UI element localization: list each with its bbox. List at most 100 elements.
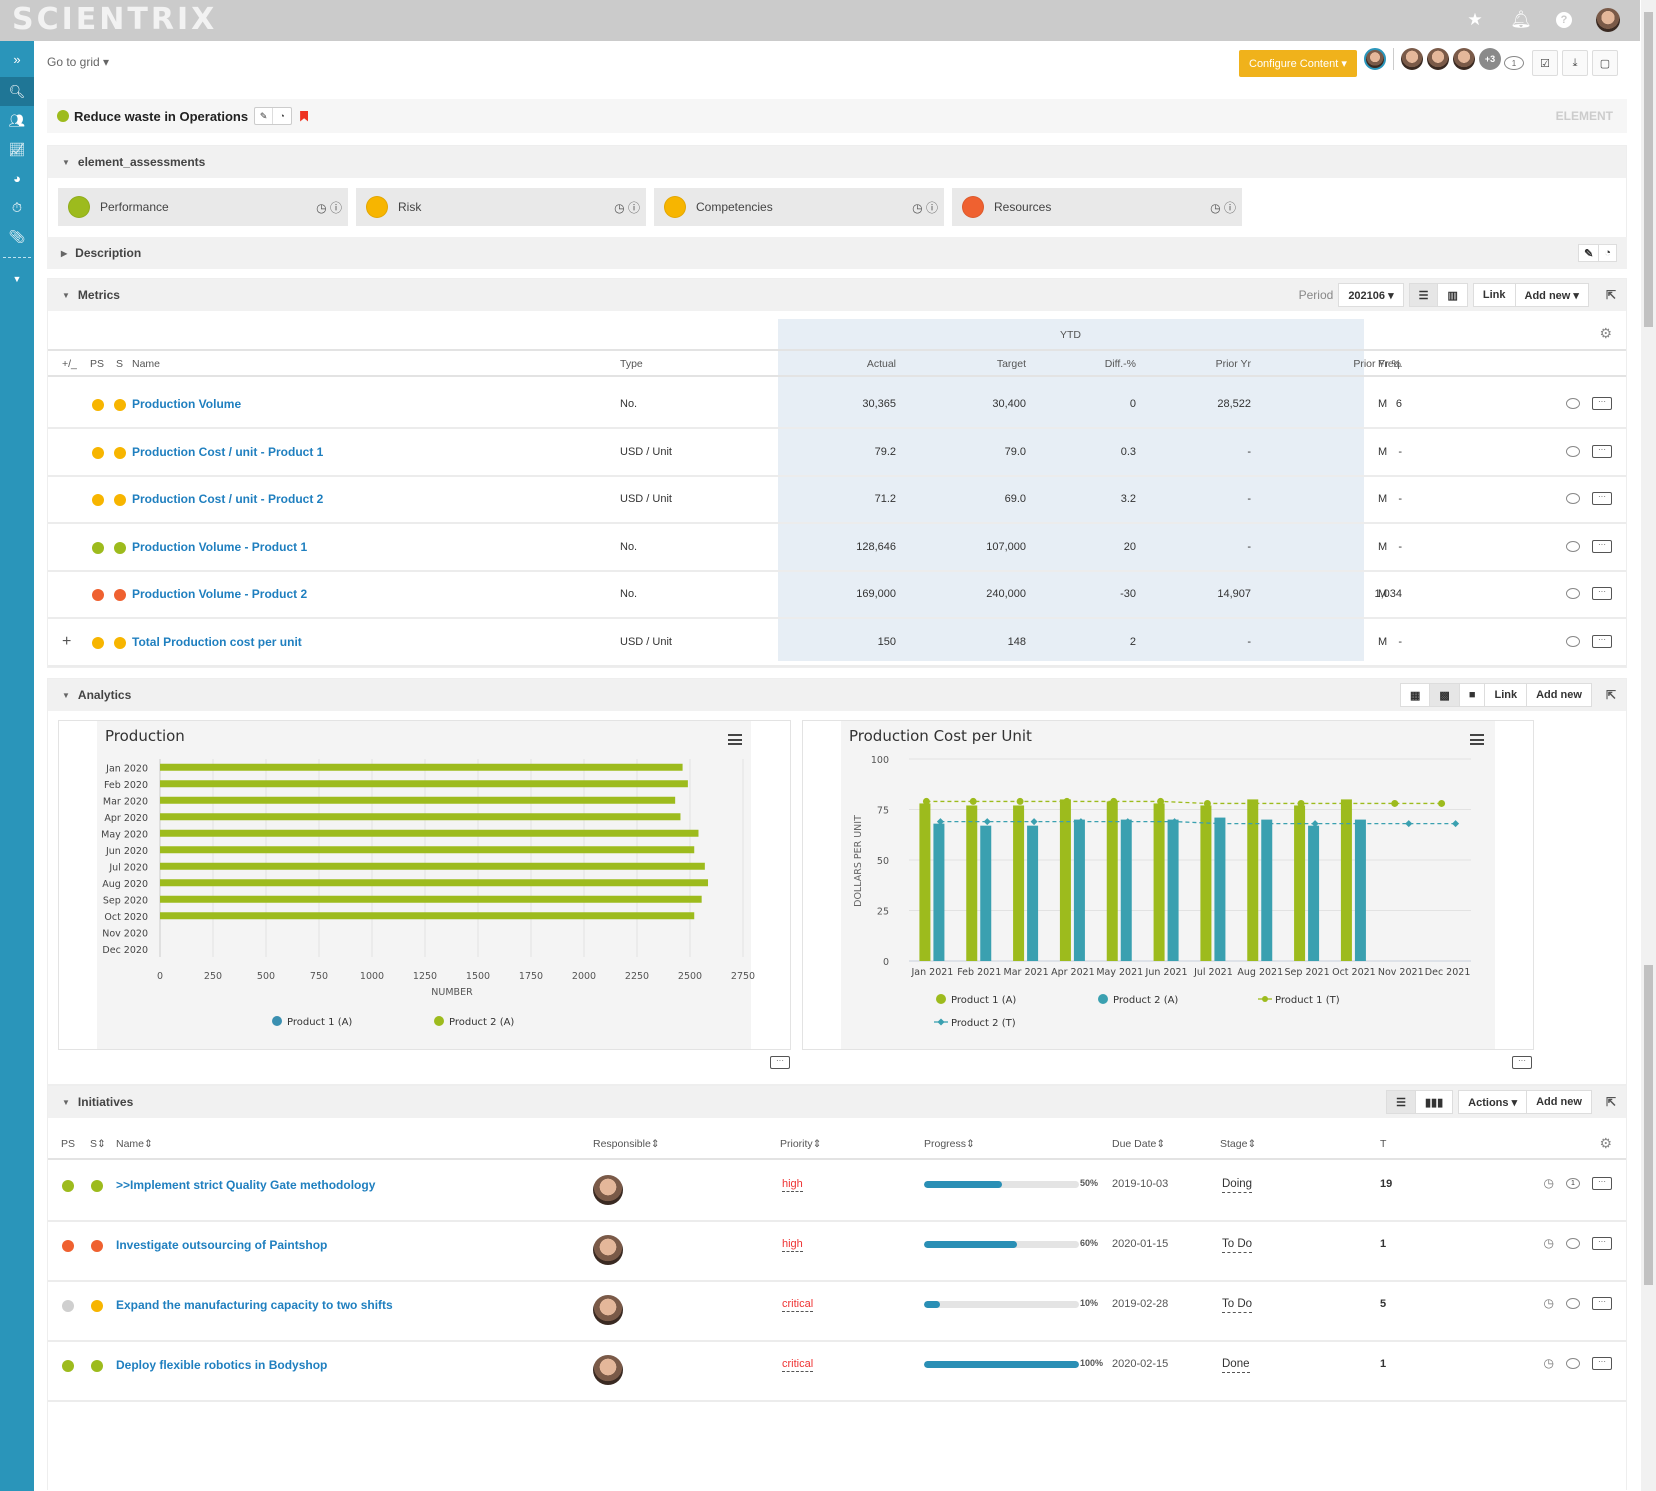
initiative-name-link[interactable]: Expand the manufacturing capacity to two…	[116, 1298, 393, 1312]
stage-value[interactable]: Doing	[1222, 1178, 1253, 1193]
row-more-button[interactable]: ···	[1592, 539, 1612, 553]
checklist-icon[interactable]: ☑	[1532, 50, 1558, 76]
name-column-header[interactable]: Name⇕	[116, 1138, 153, 1150]
metric-name-link[interactable]: Production Cost / unit - Product 2	[132, 492, 324, 506]
row-more-button[interactable]: ···	[1592, 1176, 1612, 1190]
chart-more-button[interactable]: ···	[1512, 1056, 1532, 1069]
comment-icon[interactable]	[1566, 635, 1580, 647]
metrics-add-new-button[interactable]: Add new ▾	[1515, 283, 1589, 307]
analytics-link-button[interactable]: Link	[1485, 683, 1528, 707]
initiatives-header[interactable]: ▼ Initiatives ☰ ▮▮▮ Actions ▾ Add new ⇱	[48, 1086, 1626, 1118]
help-icon[interactable]: ⓘ	[925, 200, 938, 215]
metric-name-link[interactable]: Production Volume - Product 2	[132, 587, 308, 601]
history-icon[interactable]: ◷	[1543, 1296, 1554, 1310]
responsible-avatar[interactable]	[593, 1175, 623, 1205]
grid-1-icon[interactable]: ■	[1459, 683, 1486, 707]
history-icon[interactable]: ◷	[1543, 1356, 1554, 1370]
actions-dropdown[interactable]: Actions ▾	[1458, 1090, 1528, 1114]
bookmark-icon[interactable]	[300, 110, 309, 122]
priority-column-header[interactable]: Priority⇕	[780, 1138, 822, 1150]
edit-description-icon[interactable]: ✎	[1578, 244, 1600, 262]
board-view-icon[interactable]: ▮▮▮	[1416, 1090, 1454, 1114]
comment-icon[interactable]	[1566, 493, 1580, 504]
paperclip-icon[interactable]: 📎︎	[8, 228, 26, 244]
collapse-caret-icon[interactable]: ▼	[62, 290, 70, 300]
pie-chart-icon[interactable]: ◕	[13, 171, 21, 186]
grid-2-icon[interactable]: ▩	[1430, 683, 1460, 707]
responsible-avatar[interactable]	[593, 1235, 623, 1265]
history-icon[interactable]: ◷	[1543, 1176, 1554, 1190]
grid-3-icon[interactable]: ▦	[1400, 683, 1431, 707]
row-more-button[interactable]: ···	[1592, 634, 1612, 648]
comment-icon[interactable]	[1566, 540, 1580, 552]
note-icon[interactable]: ▢	[1592, 50, 1618, 76]
row-more-button[interactable]: ···	[1592, 444, 1612, 458]
stage-value[interactable]: Done	[1222, 1358, 1250, 1373]
chart-menu-icon[interactable]	[728, 734, 742, 745]
row-more-button[interactable]: ···	[1592, 1356, 1612, 1370]
comment-icon[interactable]	[1566, 1237, 1580, 1249]
edit-icon[interactable]: ✎	[255, 108, 274, 124]
column-settings-icon[interactable]: ⚙	[1599, 1135, 1612, 1151]
row-more-button[interactable]: ···	[1592, 397, 1612, 410]
expand-row-icon[interactable]: +	[62, 632, 72, 650]
initiative-name-link[interactable]: Investigate outsourcing of Paintshop	[116, 1238, 328, 1252]
assessments-header[interactable]: ▼ element_assessments	[48, 146, 1626, 178]
open-external-icon[interactable]: ⇱	[1605, 688, 1616, 702]
metric-name-link[interactable]: Production Volume - Product 1	[132, 539, 308, 554]
participant-avatar[interactable]	[1427, 48, 1449, 70]
chart-view-icon[interactable]: ▥	[1438, 283, 1468, 307]
bell-icon[interactable]: 🔔︎	[1510, 10, 1532, 29]
participant-avatar[interactable]	[1453, 48, 1475, 70]
list-view-icon[interactable]: ☰	[1408, 283, 1439, 307]
metrics-link-button[interactable]: Link	[1472, 283, 1516, 307]
description-dashboard-icon[interactable]: ◔	[1599, 244, 1617, 262]
metric-name-link[interactable]: Production Cost / unit - Product 1	[132, 444, 324, 459]
assessment-card[interactable]: Resources ◷ ⓘ	[952, 188, 1242, 226]
comment-icon[interactable]	[1566, 1357, 1580, 1369]
priority-value[interactable]: critical	[782, 1358, 814, 1372]
stage-column-header[interactable]: Stage⇕	[1220, 1138, 1257, 1150]
comment-icon[interactable]: 1	[1566, 1177, 1580, 1189]
comment-icon[interactable]	[1566, 1297, 1580, 1309]
period-select[interactable]: 202106 ▾	[1338, 283, 1404, 307]
go-to-grid-dropdown[interactable]: Go to grid ▾	[47, 55, 110, 69]
app-logo[interactable]: SCIENTRIX	[12, 2, 218, 37]
responsible-column-header[interactable]: Responsible⇕	[593, 1138, 660, 1150]
list-view-icon[interactable]: ☰	[1386, 1090, 1416, 1114]
open-external-icon[interactable]: ⇱	[1605, 1095, 1616, 1109]
assessment-card[interactable]: Risk ◷ ⓘ	[356, 188, 646, 226]
row-more-button[interactable]: ···	[1592, 1296, 1612, 1310]
configure-content-button[interactable]: Configure Content ▾	[1239, 50, 1357, 77]
column-settings-icon[interactable]: ⚙	[1599, 325, 1612, 341]
dashboard-icon[interactable]: ◔	[279, 111, 285, 121]
metric-name-link[interactable]: Production Volume	[132, 397, 242, 411]
line-chart-icon[interactable]: 📈︎	[8, 141, 26, 157]
s-column-header[interactable]: S⇕	[90, 1138, 106, 1150]
progress-column-header[interactable]: Progress⇕	[924, 1138, 975, 1150]
collapse-caret-icon[interactable]: ▼	[62, 1097, 70, 1107]
more-participants-badge[interactable]: +3	[1479, 48, 1501, 70]
description-header[interactable]: ▶ Description ✎ ◔	[47, 237, 1627, 269]
users-icon[interactable]: 👥︎	[8, 112, 26, 128]
collapse-caret-icon[interactable]: ▼	[62, 157, 70, 167]
analytics-add-new-button[interactable]: Add new	[1527, 683, 1592, 707]
more-down-icon[interactable]: ▼	[12, 273, 22, 284]
due-date-column-header[interactable]: Due Date⇕	[1112, 1138, 1166, 1150]
help-icon[interactable]: ⓘ	[1223, 200, 1236, 215]
chart-menu-icon[interactable]	[1470, 734, 1484, 745]
comment-icon[interactable]	[1566, 588, 1580, 599]
analytics-header[interactable]: ▼ Analytics ▦ ▩ ■ Link Add new ⇱	[48, 679, 1626, 711]
comment-icon[interactable]	[1566, 445, 1580, 457]
user-avatar[interactable]	[1596, 8, 1620, 32]
metric-name-link[interactable]: Total Production cost per unit	[132, 634, 302, 649]
history-icon[interactable]: ◷	[912, 200, 923, 215]
stage-value[interactable]: To Do	[1222, 1298, 1253, 1313]
metrics-header[interactable]: ▼ Metrics Period 202106 ▾ ☰ ▥ Link Add n…	[48, 279, 1626, 311]
comment-icon[interactable]: 1	[1504, 56, 1524, 70]
expand-caret-icon[interactable]: ▶	[61, 248, 68, 258]
scrollbar-thumb-lower[interactable]	[1644, 965, 1653, 1285]
initiative-name-link[interactable]: >>Implement strict Quality Gate methodol…	[116, 1178, 376, 1192]
comment-icon[interactable]	[1566, 398, 1580, 409]
collapse-caret-icon[interactable]: ▼	[62, 690, 70, 700]
